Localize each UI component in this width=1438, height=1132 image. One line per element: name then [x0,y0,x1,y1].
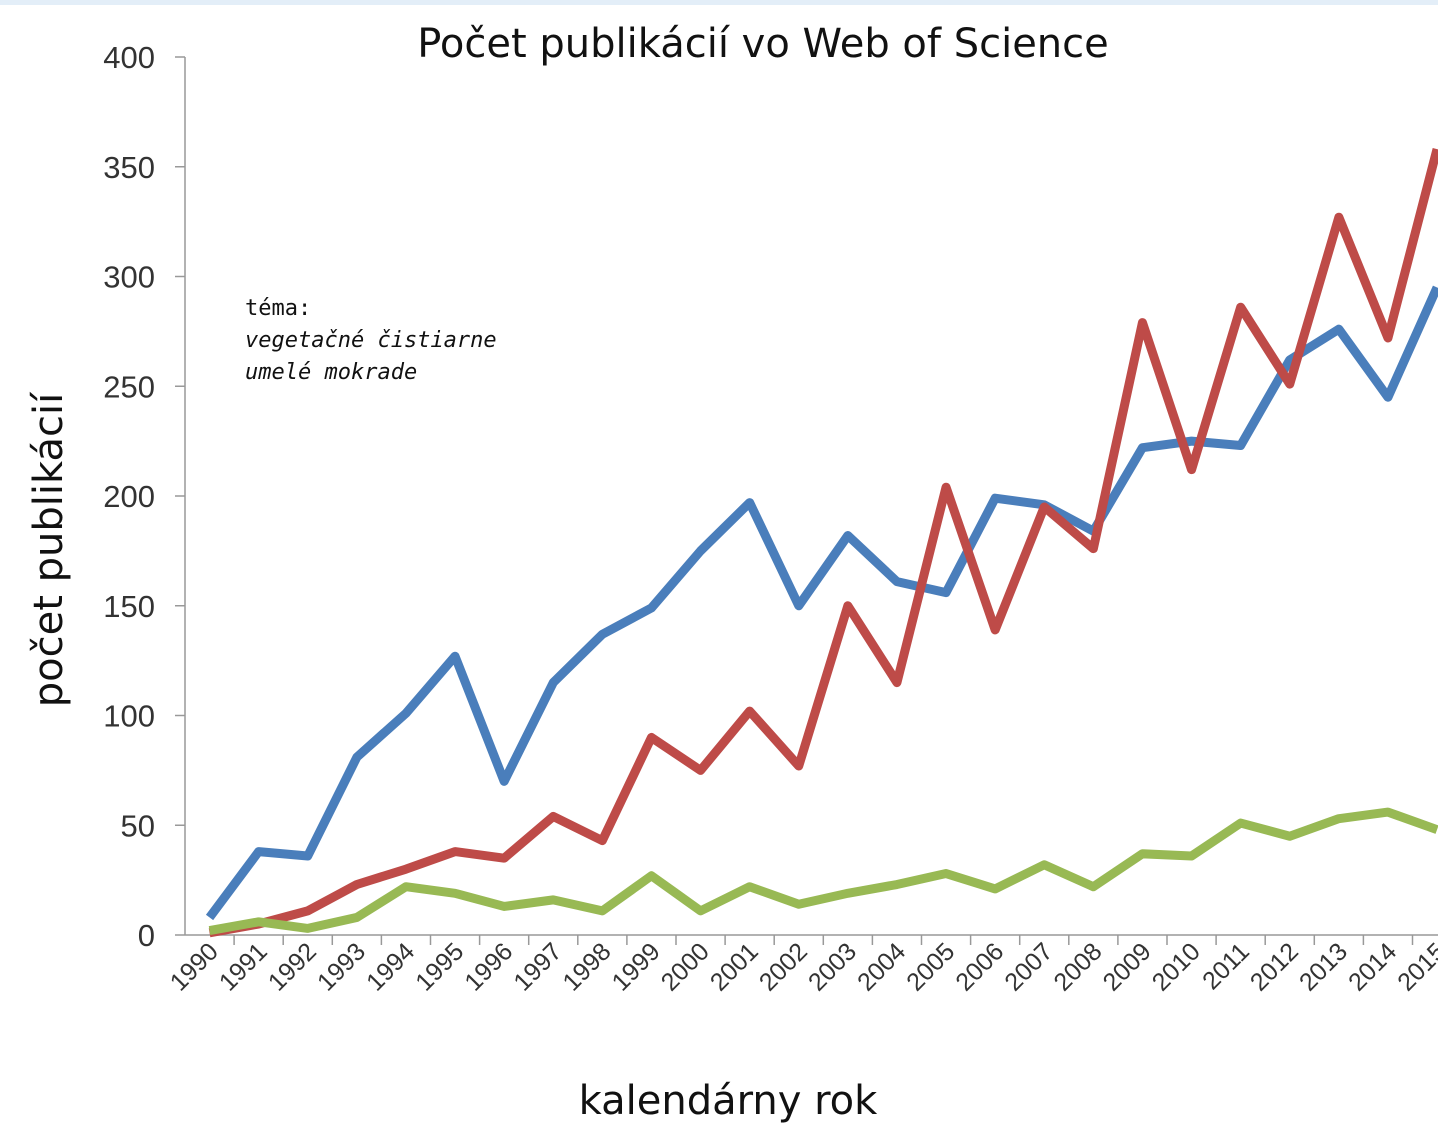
y-tick-label: 100 [103,699,155,734]
x-tick-label: 2013 [1294,937,1353,996]
y-tick-label: 0 [138,918,155,953]
x-tick-label: 2001 [705,937,764,996]
y-tick-label: 200 [103,479,155,514]
x-tick-label: 1997 [508,937,567,996]
top-strip [0,0,1438,5]
y-tick-label: 400 [103,40,155,75]
x-tick-label: 1992 [263,937,322,996]
x-tick-label: 2015 [1392,937,1438,996]
x-tick-label: 1994 [361,937,420,996]
x-tick-label: 2012 [1245,937,1304,996]
x-tick-label: 2010 [1147,937,1206,996]
x-tick-label: 1998 [557,937,616,996]
y-tick-label: 300 [103,260,155,295]
chart-title: Počet publikácií vo Web of Science [417,21,1109,67]
x-tick-label: 1991 [214,937,273,996]
x-tick-label: 1993 [312,937,371,996]
series-line [208,148,1438,938]
x-tick-label: 1990 [165,937,224,996]
y-tick-label: 250 [103,369,155,404]
x-tick-label: 2004 [852,937,911,996]
x-tick-label: 1999 [607,937,666,996]
x-tick-label: 2014 [1343,937,1402,996]
x-tick-label: 1995 [410,937,469,996]
x-tick-label: 2000 [656,937,715,996]
x-tick-label: 2009 [1098,937,1157,996]
x-tick-label: 2002 [754,937,813,996]
y-tick-label: 50 [121,808,155,843]
y-axis-label: počet publikácií [26,391,72,707]
x-tick-label: 2006 [950,937,1009,996]
x-tick-label: 2005 [901,937,960,996]
x-tick-label: 2007 [999,937,1058,996]
x-tick-label: 2008 [1048,937,1107,996]
series-line [208,807,1438,936]
annotation-line: vegetačné čistiarne [245,328,497,353]
series-line [205,285,1438,921]
x-tick-label: 2003 [803,937,862,996]
x-axis-label: kalendárny rok [579,1078,878,1124]
annotation-label: téma: [245,296,311,321]
x-tick-label: 1996 [459,937,518,996]
annotation-line: umelé mokrade [245,360,417,385]
y-tick-label: 150 [103,589,155,624]
y-tick-label: 350 [103,150,155,185]
x-tick-label: 2011 [1197,937,1255,995]
